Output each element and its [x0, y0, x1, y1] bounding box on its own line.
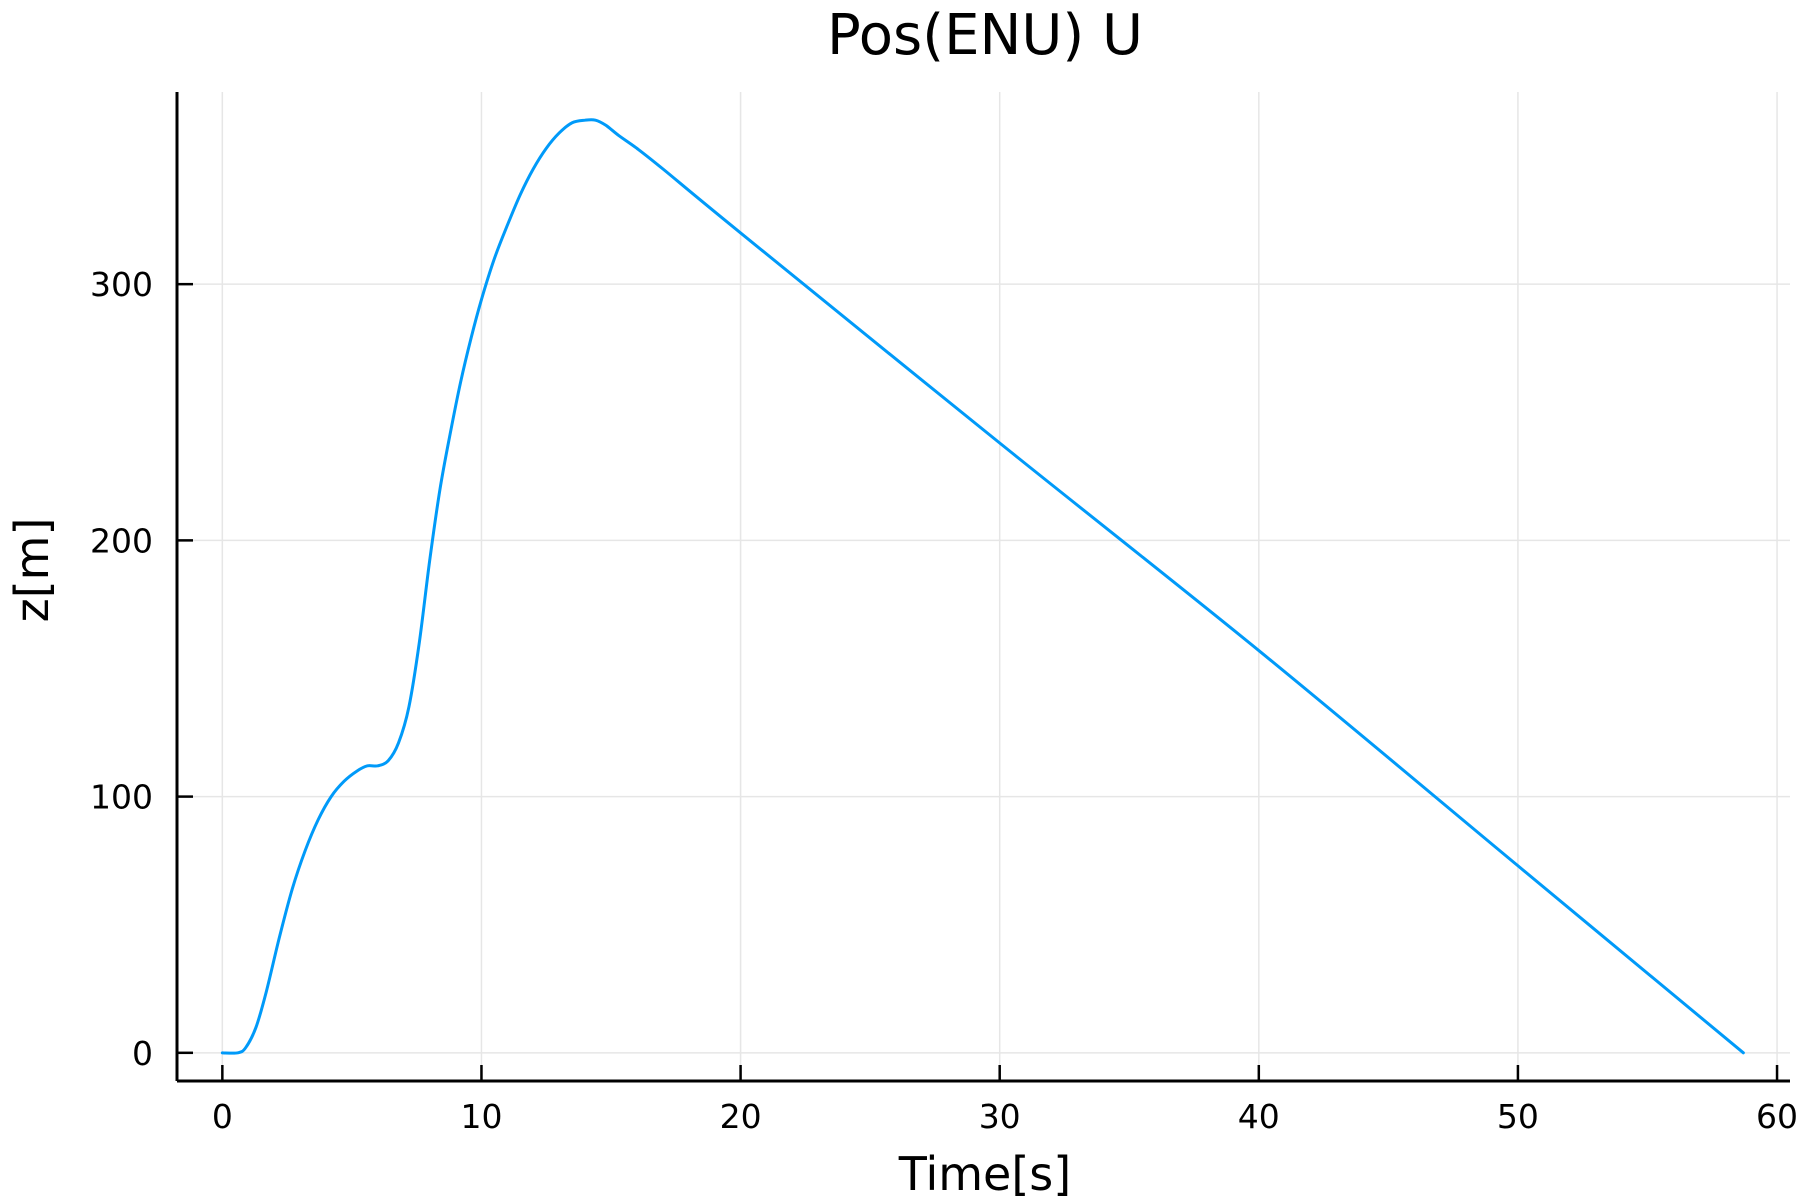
y-tick-label: 200 [90, 521, 153, 560]
x-axis-label: Time[s] [898, 1147, 1071, 1200]
x-tick-label: 0 [212, 1097, 233, 1136]
y-tick-label: 300 [90, 265, 153, 304]
x-tick-label: 10 [460, 1097, 502, 1136]
series-line-z [220, 118, 1745, 1055]
x-axis-ticks: 0 10 20 30 40 50 60 [212, 1065, 1798, 1136]
y-tick-label: 0 [132, 1034, 153, 1073]
y-axis-label: z[m] [5, 518, 59, 623]
chart-title: Pos(ENU) U [827, 3, 1143, 68]
y-axis-ticks: 0 100 200 300 [90, 265, 193, 1073]
x-tick-label: 50 [1497, 1097, 1539, 1136]
x-tick-label: 30 [979, 1097, 1021, 1136]
y-tick-label: 100 [90, 778, 153, 817]
series-layer [220, 118, 1745, 1055]
x-tick-label: 60 [1756, 1097, 1798, 1136]
x-tick-label: 40 [1238, 1097, 1280, 1136]
grid-lines [177, 92, 1790, 1081]
x-tick-label: 20 [720, 1097, 762, 1136]
